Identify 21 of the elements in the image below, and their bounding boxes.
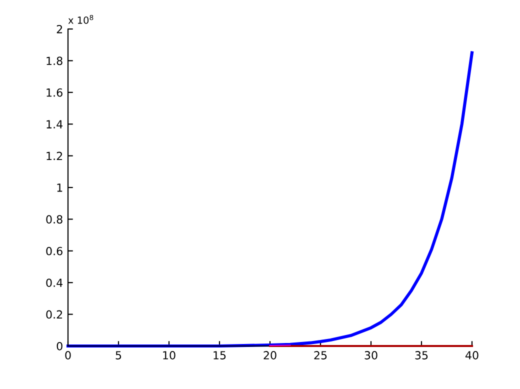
x-tick-label: 25 xyxy=(314,351,327,360)
text: x 10$^{8}$ xyxy=(68,14,94,24)
y-tick-label: 1.8 xyxy=(46,56,62,66)
y-tick-label: 0 xyxy=(56,342,62,350)
y-tick-label: 1 xyxy=(57,184,62,192)
x-tick-label: 30 xyxy=(364,351,378,360)
x-tick-label: 15 xyxy=(214,351,226,360)
y-tick-label: 1.6 xyxy=(46,88,62,97)
x-tick-label: 5 xyxy=(116,351,122,360)
x-tick-label: 35 xyxy=(415,351,428,360)
x-tick-label: 0 xyxy=(65,351,71,360)
y-tick-label: 0.4 xyxy=(46,278,63,287)
y-tick-label: 0.6 xyxy=(46,246,62,256)
y-tick-label: 0.8 xyxy=(46,215,62,224)
x-tick-label: 40 xyxy=(465,351,478,360)
y-tick-label: 2 xyxy=(56,24,62,34)
x-tick-label: 10 xyxy=(163,351,176,360)
y-tick-label: 1.2 xyxy=(46,152,62,160)
y-tick-label: 1.4 xyxy=(46,120,63,128)
y-tick-label: 0.2 xyxy=(46,310,62,319)
x-tick-label: 20 xyxy=(264,351,276,360)
